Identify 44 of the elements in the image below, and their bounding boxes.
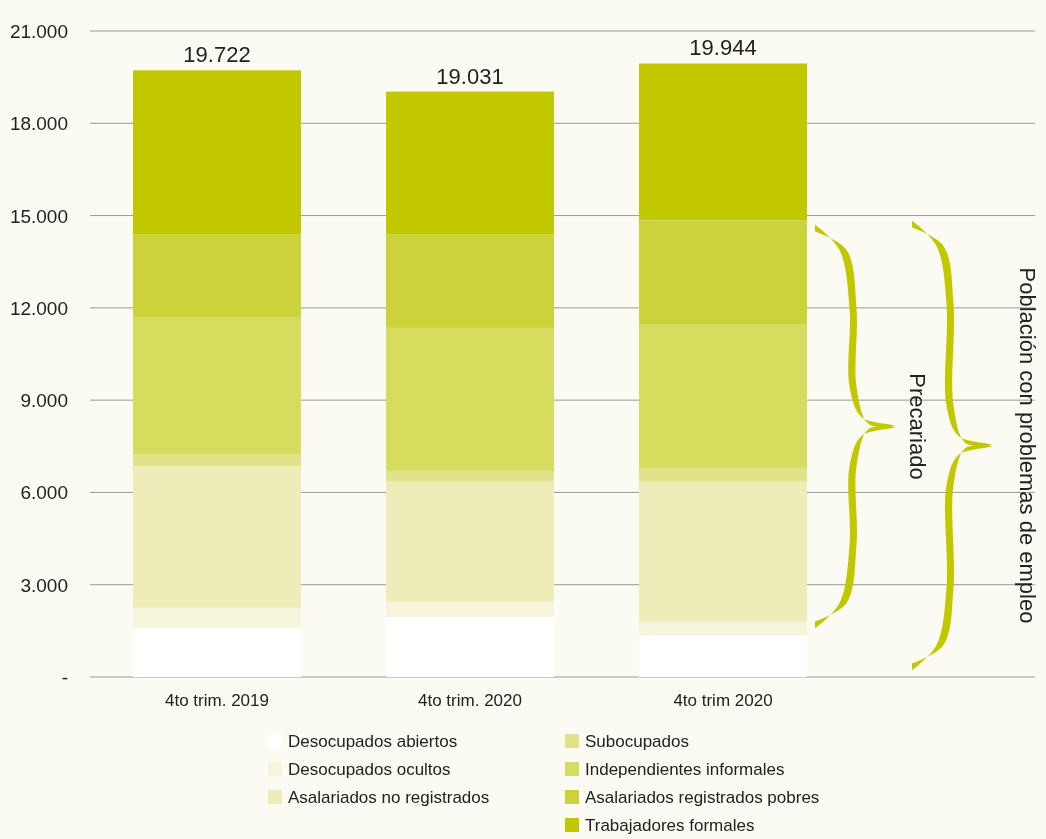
bar bbox=[639, 220, 807, 325]
annotation: Precariado bbox=[905, 373, 930, 480]
legend-label: Trabajadores formales bbox=[585, 816, 755, 835]
annotation: Población con problemas de empleo bbox=[1015, 267, 1040, 624]
total-label: 19.031 bbox=[436, 63, 504, 89]
bar bbox=[386, 91, 554, 235]
y-tick-label: 3.000 bbox=[20, 574, 68, 596]
bar bbox=[639, 63, 807, 221]
legend-label: Asalariados registrados pobres bbox=[585, 788, 820, 807]
y-tick-label: 12.000 bbox=[9, 297, 68, 319]
bar bbox=[133, 70, 301, 235]
y-tick-label: 6.000 bbox=[20, 482, 68, 504]
total-label: 19.722 bbox=[183, 42, 251, 68]
legend-label: Asalariados no registrados bbox=[288, 788, 490, 807]
bar bbox=[639, 481, 807, 622]
legend-label: Desocupados ocultos bbox=[288, 760, 451, 779]
y-tick-label: 21.000 bbox=[9, 21, 68, 42]
x-tick-label: 4to trim. 2019 bbox=[165, 691, 269, 710]
bar bbox=[639, 467, 807, 482]
bar bbox=[639, 635, 807, 677]
legend-label: Independientes informales bbox=[585, 760, 785, 779]
legend-label: Desocupados abiertos bbox=[288, 732, 458, 751]
bar bbox=[386, 327, 554, 471]
y-tick-label: 15.000 bbox=[9, 205, 68, 227]
bar bbox=[133, 453, 301, 467]
y-tick-label: 18.000 bbox=[9, 113, 68, 135]
legend-label: Subocupados bbox=[585, 732, 689, 751]
bar bbox=[133, 607, 301, 628]
bar bbox=[386, 481, 554, 602]
bar bbox=[386, 617, 554, 677]
y-tick-label: - bbox=[61, 667, 68, 688]
bar bbox=[133, 234, 301, 318]
bar bbox=[133, 466, 301, 608]
x-tick-label: 4to trim. 2020 bbox=[418, 691, 522, 710]
bar bbox=[386, 601, 554, 618]
x-tick-label: 4to trim 2020 bbox=[673, 691, 773, 710]
bar bbox=[639, 324, 807, 468]
bar bbox=[639, 621, 807, 636]
bar bbox=[386, 470, 554, 482]
bar bbox=[133, 317, 301, 454]
bar bbox=[386, 234, 554, 328]
bar bbox=[133, 627, 301, 677]
total-label: 19.944 bbox=[689, 35, 757, 61]
y-tick-label: 9.000 bbox=[20, 390, 68, 412]
